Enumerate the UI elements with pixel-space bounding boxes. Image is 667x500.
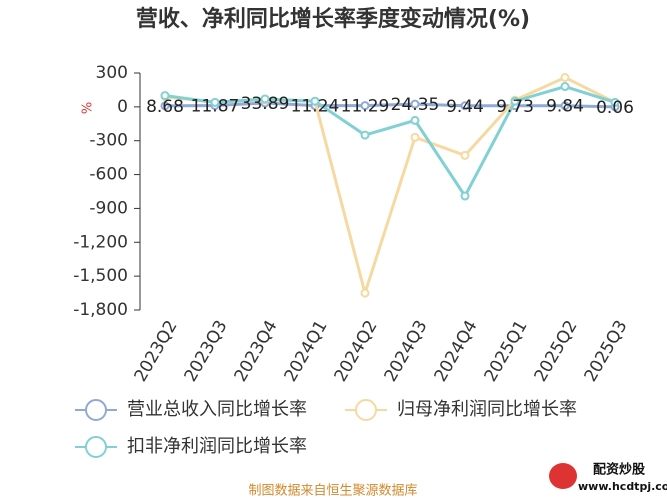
x-tick-label: 2025Q3 — [581, 317, 632, 385]
data-label: 11.87 — [191, 97, 240, 117]
legend-label: 归母净利润同比增长率 — [397, 399, 577, 420]
y-tick-label: -1,800 — [73, 300, 128, 320]
point — [310, 96, 320, 106]
x-tick-label: 2025Q1 — [481, 317, 532, 385]
y-tick-label: -300 — [89, 131, 128, 151]
data-label: 9.73 — [496, 97, 534, 117]
y-tick-label: -1,500 — [73, 266, 128, 286]
x-tick-label: 2023Q3 — [181, 317, 232, 385]
legend-label: 营业总收入同比增长率 — [127, 399, 307, 420]
x-tick-label: 2024Q2 — [331, 317, 382, 385]
y-tick-label: 0 — [117, 97, 128, 117]
point — [160, 101, 170, 111]
data-label: 11.24 — [291, 97, 340, 117]
point — [260, 94, 270, 104]
point — [410, 132, 420, 142]
data-label: 11.29 — [341, 97, 390, 117]
legend-label: 扣非净利润同比增长率 — [127, 436, 307, 457]
x-tick-label: 2024Q4 — [431, 317, 482, 385]
series-line — [164, 84, 616, 199]
x-tick-label: 2023Q2 — [131, 317, 182, 385]
point — [460, 101, 470, 111]
data-label: 9.44 — [446, 97, 484, 117]
point — [210, 97, 220, 107]
data-label: 0.06 — [596, 98, 634, 118]
point — [360, 101, 370, 111]
point — [410, 99, 420, 109]
x-tick-label: 2024Q1 — [281, 317, 332, 385]
y-tick-label: -1,200 — [73, 232, 128, 252]
legend-marker — [85, 399, 107, 421]
point — [460, 150, 470, 160]
point — [560, 73, 570, 83]
y-axis-label: % — [81, 102, 96, 114]
y-tick-label: -900 — [89, 198, 128, 218]
point — [560, 101, 570, 111]
legend-marker — [85, 436, 107, 458]
data-label: 33.89 — [241, 94, 290, 114]
point — [410, 115, 420, 125]
point — [610, 97, 620, 107]
point — [360, 288, 370, 298]
point — [360, 130, 370, 140]
watermark: 配资炒股 — [593, 462, 645, 478]
point — [510, 96, 520, 106]
y-tick-label: 300 — [96, 63, 128, 83]
series-line — [164, 101, 616, 109]
source-note: 制图数据来自恒生聚源数据库 — [248, 483, 417, 499]
data-label: 8.68 — [146, 97, 184, 117]
point — [560, 82, 570, 92]
chart-title: 营收、净利同比增长率季度变动情况(%) — [136, 6, 530, 32]
x-tick-label: 2025Q2 — [531, 317, 582, 385]
x-tick-label: 2023Q4 — [231, 317, 282, 385]
watermark-url: www.hcdtpj.com — [578, 480, 667, 493]
point — [460, 191, 470, 201]
data-label: 9.84 — [546, 97, 584, 117]
logo-icon — [549, 463, 577, 489]
data-label: 24.35 — [391, 95, 440, 115]
legend-marker — [355, 399, 377, 421]
point — [160, 91, 170, 101]
x-tick-label: 2024Q3 — [381, 317, 432, 385]
y-tick-label: -600 — [89, 165, 128, 185]
